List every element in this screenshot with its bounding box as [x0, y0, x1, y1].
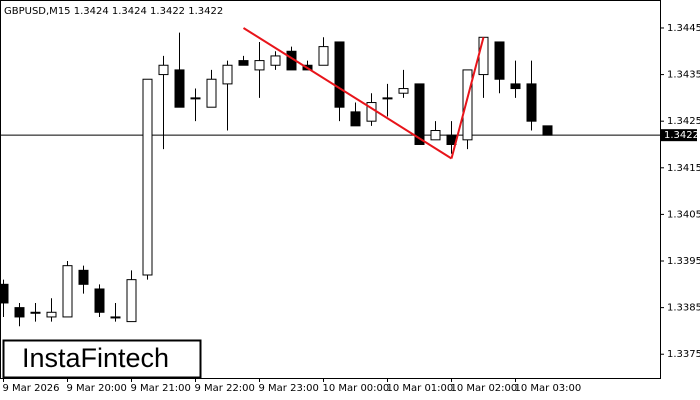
candle-body [110, 316, 121, 319]
candle-body [494, 41, 505, 80]
candle-body [190, 97, 201, 100]
x-tick-label: 9 Mar 20:00 [67, 383, 127, 394]
candle-body [254, 60, 265, 71]
candle-body [206, 78, 217, 108]
candle-body [62, 265, 73, 318]
chart-title: GBPUSD,M15 1.3424 1.3424 1.3422 1.3422 [4, 6, 223, 17]
logo: InstaFintech [2, 339, 202, 379]
candle-body [158, 64, 169, 76]
candle-body [126, 279, 137, 323]
pattern-line [450, 37, 485, 159]
x-tick-label: 10 Mar 02:00 [451, 383, 518, 394]
candle-body [462, 69, 473, 141]
logo-text: InstaFintech [22, 343, 169, 373]
candle-body [0, 283, 9, 304]
y-tick-label: 1.3445 [667, 23, 700, 34]
x-tick-label: 9 Mar 23:00 [259, 383, 319, 394]
y-tick-label: 1.3385 [667, 303, 700, 314]
last-price-box [661, 129, 697, 142]
plot-frame [0, 0, 661, 379]
candle-body [14, 307, 25, 318]
x-tick-label: 10 Mar 00:00 [323, 383, 390, 394]
candle-body [238, 60, 249, 66]
y-tick-label: 1.3405 [667, 209, 700, 220]
candle-body [430, 130, 441, 141]
logo-box [2, 339, 202, 379]
x-tick-label: 9 Mar 22:00 [195, 383, 255, 394]
x-tick-label: 9 Mar 2026 [3, 383, 60, 394]
candle-body [510, 83, 521, 90]
y-tick-label: 1.3375 [667, 349, 700, 360]
pattern-line [242, 27, 453, 160]
candle-body [398, 88, 409, 94]
candle-body [142, 78, 153, 276]
candle-body [174, 69, 185, 108]
candle-body [270, 55, 281, 66]
candle-body [78, 269, 89, 285]
candle-body [46, 311, 57, 318]
candle-body [478, 36, 489, 76]
candle-body [350, 111, 361, 127]
y-tick-label: 1.3435 [667, 70, 700, 81]
candle-body [94, 288, 105, 313]
candle-body [382, 97, 393, 100]
candle-body [222, 64, 233, 85]
x-tick-label: 10 Mar 01:00 [387, 383, 454, 394]
y-tick-label: 1.3415 [667, 163, 700, 174]
candle-body [334, 41, 345, 108]
y-tick-label: 1.3425 [667, 116, 700, 127]
x-tick-label: 10 Mar 03:00 [515, 383, 582, 394]
candle-body [414, 83, 425, 145]
candle-body [318, 46, 329, 66]
last-price-label: 1.3422 [664, 130, 699, 141]
x-tick-label: 9 Mar 21:00 [131, 383, 191, 394]
y-tick-label: 1.3395 [667, 256, 700, 267]
candle-body [526, 83, 537, 122]
candle-body [542, 125, 553, 136]
candle-body [30, 311, 41, 314]
